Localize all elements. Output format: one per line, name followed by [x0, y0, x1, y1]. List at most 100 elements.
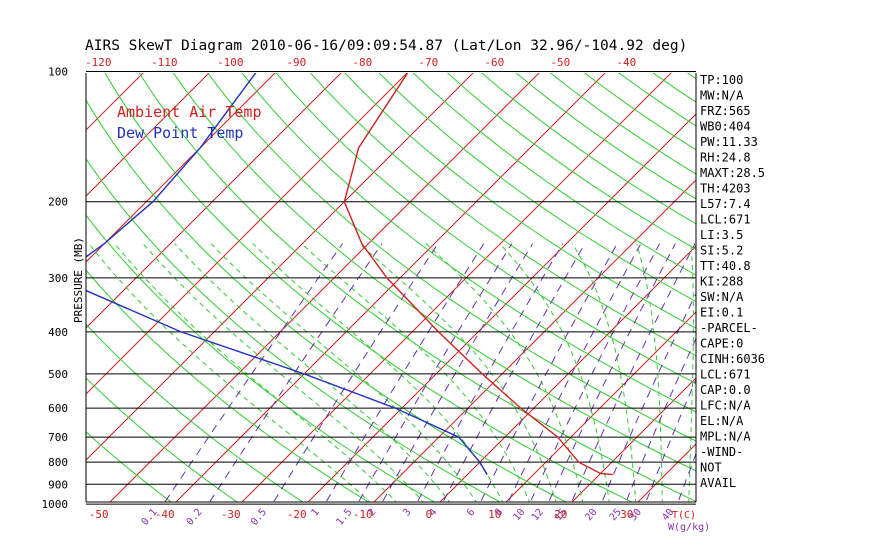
isotherm-line	[373, 179, 696, 502]
temp-tick-bottom: 10	[488, 508, 501, 521]
chart-title: AIRS SkewT Diagram 2010-06-16/09:09:54.8…	[85, 38, 687, 54]
temp-tick-bottom: -50	[89, 508, 109, 521]
dry-adiabat-line	[172, 73, 696, 472]
mixing-ratio-line	[325, 243, 485, 502]
temp-tick-top: -80	[352, 56, 372, 69]
index-item: CAP:0.0	[700, 383, 751, 397]
pressure-tick-label: 100	[48, 65, 68, 78]
dry-adiabat-line	[412, 73, 696, 276]
temp-tick-top: -110	[151, 56, 178, 69]
dry-adiabat-line	[241, 73, 696, 413]
mixing-ratio-line	[442, 243, 586, 502]
moist-adiabat-line	[425, 243, 584, 502]
mixing-ratio-label: 2	[366, 507, 378, 519]
mixing-ratio-label: 0.2	[185, 507, 205, 528]
pressure-gridlines	[86, 70, 696, 505]
dry-adiabat-line	[86, 323, 304, 502]
pressure-tick-label: 900	[48, 478, 68, 491]
index-item: PW:11.33	[700, 135, 758, 149]
isotherm-line	[241, 73, 672, 502]
isotherm-line	[109, 73, 540, 502]
dry-adiabat-line	[138, 73, 696, 502]
pressure-tick-label: 800	[48, 456, 68, 469]
mixing-ratio-line	[358, 243, 513, 502]
moist-adiabat-line	[499, 243, 610, 502]
mixing-ratio-line	[164, 243, 344, 502]
mixing-ratio-label: 20	[583, 507, 599, 523]
mixing-ratio-line	[548, 243, 676, 502]
dry-adiabat-line	[549, 73, 696, 175]
index-item: SI:5.2	[700, 244, 743, 258]
index-item: TT:40.8	[700, 259, 751, 273]
mixing-ratio-label: 1	[309, 507, 321, 519]
dry-adiabat-line	[344, 73, 696, 329]
index-item: AVAIL	[700, 476, 736, 490]
isotherm-line	[439, 245, 696, 502]
isotherm-line	[86, 73, 342, 329]
index-item: MPL:N/A	[700, 430, 751, 444]
mixing-ratio-label: 1.5	[334, 507, 354, 528]
pressure-tick-label: 600	[48, 402, 68, 415]
dry-adiabat-line	[378, 73, 696, 303]
temp-tick-bottom: -10	[353, 508, 373, 521]
mixing-ratio-label: 0.5	[249, 507, 269, 528]
moist-adiabat-line	[142, 243, 424, 502]
dry-adiabat-line	[104, 73, 633, 502]
mixing-ratio-label: 10	[511, 507, 527, 523]
isotherm-line	[0, 52, 32, 514]
dry-adiabat-line	[86, 431, 172, 502]
isotherm-line	[86, 73, 408, 395]
pressure-tick-label: 200	[48, 196, 68, 209]
mixing-ratio-line	[571, 243, 696, 502]
pressure-tick-label: 500	[48, 368, 68, 381]
temp-tick-top: -40	[616, 56, 636, 69]
temp-profile-line	[343, 73, 613, 476]
temp-tick-bottom: -20	[287, 508, 307, 521]
isotherm-line	[175, 73, 606, 502]
mixing-ratio-label: 6	[465, 507, 477, 519]
y-axis-label: PRESSURE (MB)	[72, 237, 85, 323]
t-unit-label: T(C)	[672, 510, 696, 521]
legend-dew: Dew Point Temp	[117, 124, 243, 142]
mixing-ratio-line	[507, 243, 642, 502]
dry-adiabat-line	[446, 73, 696, 250]
dewpoint-profile-line	[86, 73, 488, 475]
dry-adiabat-line	[86, 158, 502, 502]
temp-tick-bottom: -40	[155, 508, 175, 521]
dry-adiabat-line	[86, 269, 370, 502]
temp-tick-top: -90	[286, 56, 306, 69]
index-item: LCL:671	[700, 368, 751, 382]
index-item: RH:24.8	[700, 151, 751, 165]
moist-adiabat-line	[688, 243, 694, 502]
pressure-tick-label: 700	[48, 431, 68, 444]
mixing-ratio-label: 12	[530, 507, 546, 523]
index-item: CAPE:0	[700, 337, 743, 351]
moist-adiabat-line	[210, 243, 477, 502]
index-item: LCL:671	[700, 213, 751, 227]
index-item: FRZ:565	[700, 104, 751, 118]
pressure-tick-label: 300	[48, 272, 68, 285]
temp-tick-bottom: -30	[221, 508, 241, 521]
dry-adiabat-line	[86, 214, 436, 502]
isotherm-line	[86, 73, 144, 131]
index-item: KI:288	[700, 275, 743, 289]
dry-adiabat-line	[86, 99, 567, 502]
index-item: -PARCEL-	[700, 321, 758, 335]
mixing-ratio-label: 3	[401, 507, 413, 519]
index-item: LFC:N/A	[700, 399, 751, 413]
pressure-tick-label: 400	[48, 326, 68, 339]
isotherm-line	[571, 377, 696, 502]
legend-temp: Ambient Air Temp	[117, 103, 262, 121]
mixing-ratio-line	[416, 243, 564, 502]
mixing-ratio-line	[209, 243, 383, 502]
moist-adiabat-line	[114, 243, 397, 502]
index-item: NOT	[700, 461, 722, 475]
index-item: MW:N/A	[700, 89, 744, 103]
index-item: -WIND-	[700, 445, 743, 459]
mixing-ratio-line	[480, 243, 618, 502]
isotherm-line	[86, 73, 276, 263]
mixing-ratio-line	[529, 243, 661, 502]
